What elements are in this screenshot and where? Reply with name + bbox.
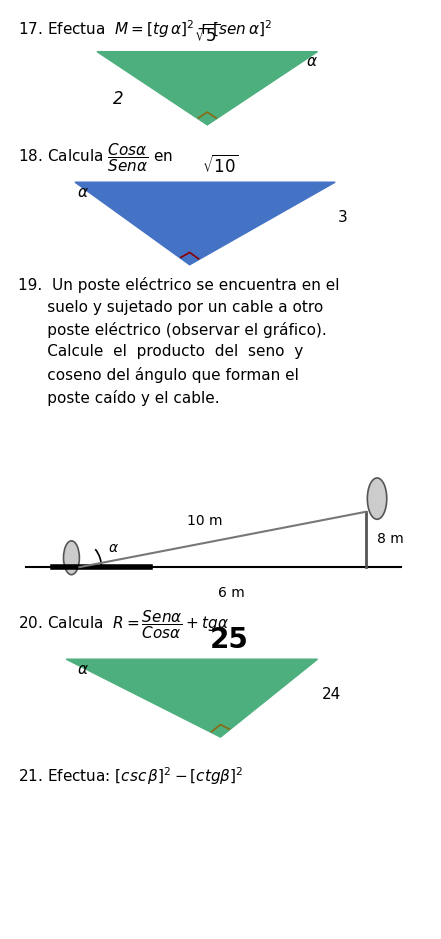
Polygon shape xyxy=(66,659,318,737)
Text: $\alpha$: $\alpha$ xyxy=(306,54,318,69)
Circle shape xyxy=(367,478,387,519)
Text: $\alpha$: $\alpha$ xyxy=(77,662,89,677)
Text: 8 m: 8 m xyxy=(377,532,404,546)
Text: 24: 24 xyxy=(322,687,341,702)
Text: $\sqrt{5}$: $\sqrt{5}$ xyxy=(194,23,220,46)
Text: 25: 25 xyxy=(210,626,249,654)
Text: 18. Calcula $\dfrac{Cos\alpha}{Sen\alpha}$ en: 18. Calcula $\dfrac{Cos\alpha}{Sen\alpha… xyxy=(18,141,173,174)
Text: $\alpha$: $\alpha$ xyxy=(108,541,119,555)
Text: 20. Calcula  $R = \dfrac{Sen\alpha}{Cos\alpha} + tg\alpha$: 20. Calcula $R = \dfrac{Sen\alpha}{Cos\a… xyxy=(18,608,228,641)
Polygon shape xyxy=(75,182,335,265)
Text: 17. Efectua  $M = [tg\,\alpha]^2  + [sen\,\alpha]^2$: 17. Efectua $M = [tg\,\alpha]^2 + [sen\,… xyxy=(18,19,272,40)
Text: 2: 2 xyxy=(113,89,123,108)
Text: 10 m: 10 m xyxy=(187,515,223,528)
Text: 3: 3 xyxy=(337,210,347,225)
Text: 21. Efectua: $[csc\,\beta]^2 - [ctg\beta]^2$: 21. Efectua: $[csc\,\beta]^2 - [ctg\beta… xyxy=(18,765,243,787)
Polygon shape xyxy=(97,52,318,125)
Text: 19.  Un poste eléctrico se encuentra en el
      suelo y sujetado por un cable a: 19. Un poste eléctrico se encuentra en e… xyxy=(18,277,339,406)
Text: 6 m: 6 m xyxy=(218,586,245,600)
Circle shape xyxy=(64,541,79,575)
Text: $\sqrt{10}$: $\sqrt{10}$ xyxy=(202,154,239,177)
Text: $\alpha$: $\alpha$ xyxy=(77,185,89,200)
